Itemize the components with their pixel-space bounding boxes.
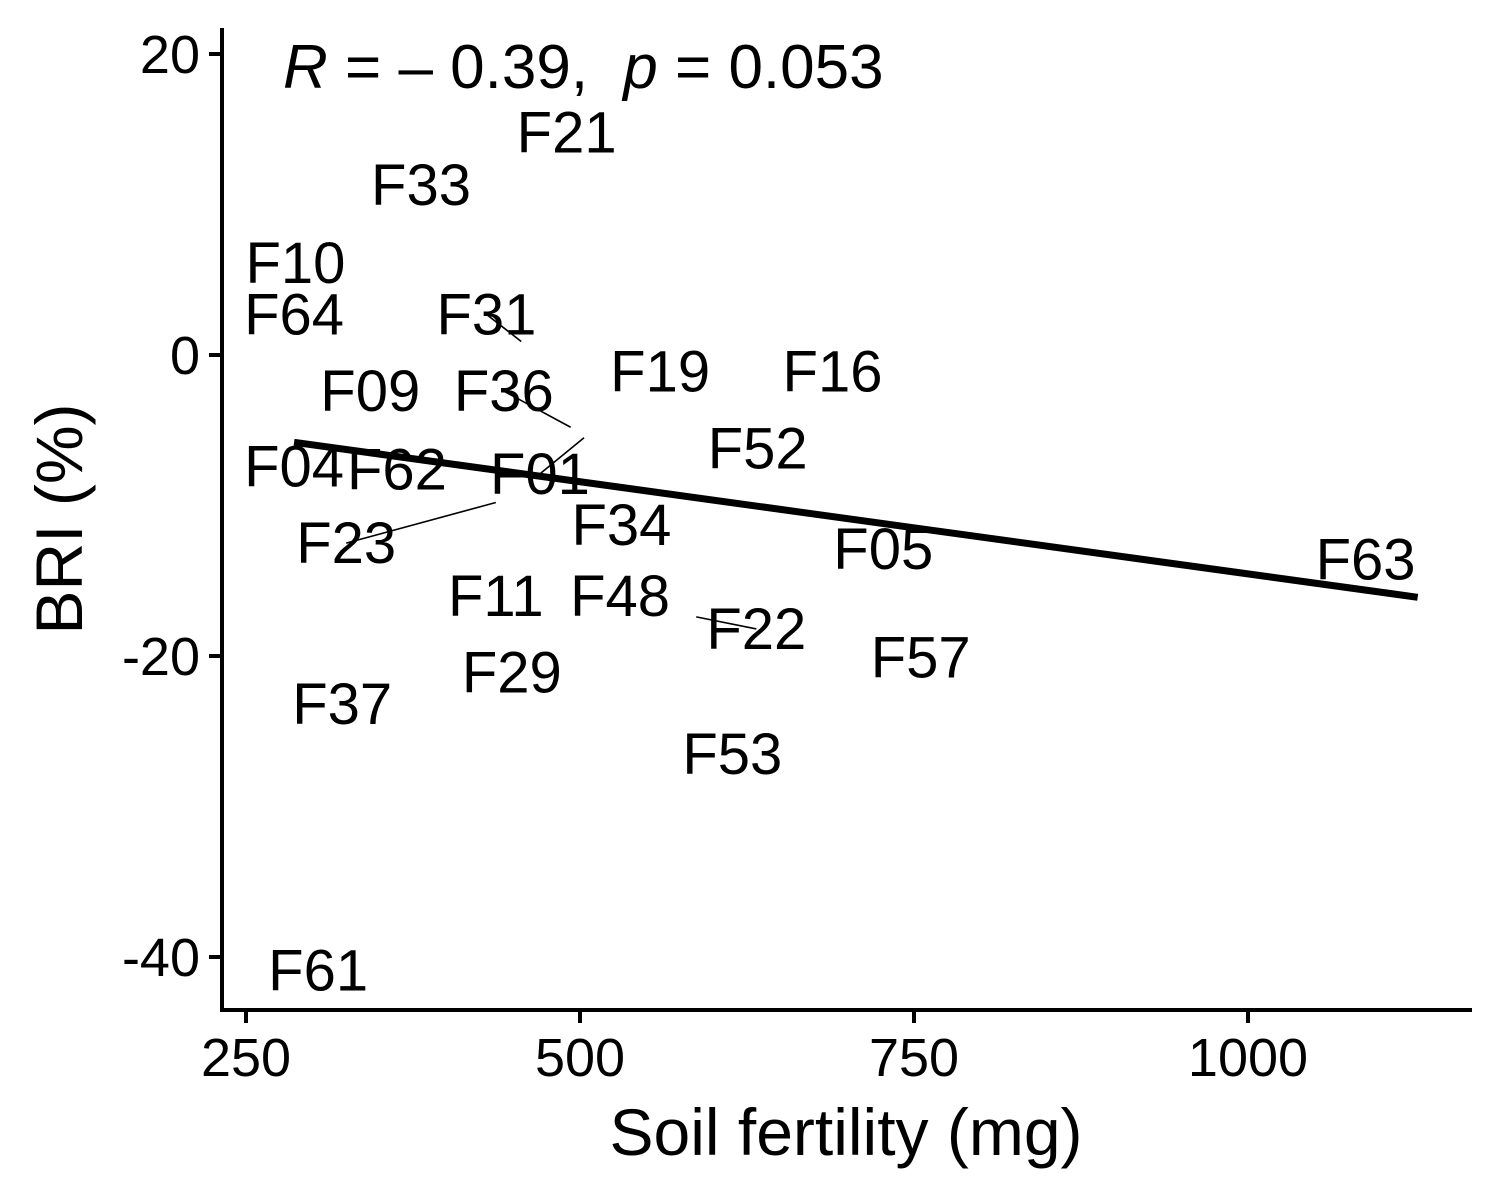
y-axis-ticks: 20 0 -20 -40 [122, 25, 222, 988]
leader-line [345, 501, 497, 544]
y-tick-label: -20 [122, 627, 200, 687]
y-tick-label: 20 [140, 25, 200, 85]
point-label: F22 [706, 597, 806, 662]
point-label: F37 [292, 672, 392, 737]
leader-line [503, 390, 572, 428]
r-symbol: R [283, 33, 328, 102]
x-axis-title: Soil fertility (mg) [609, 1095, 1082, 1169]
x-tick-label: 250 [201, 1028, 291, 1088]
correlation-annotation: R = – 0.39, p = 0.053 [283, 33, 884, 102]
point-label: F04 [244, 434, 344, 499]
point-label: F48 [570, 564, 670, 629]
point-label: F57 [871, 626, 971, 691]
point-label: F53 [682, 722, 782, 787]
x-tick-label: 1000 [1188, 1028, 1308, 1088]
point-label: F64 [244, 282, 344, 347]
leader-line [485, 313, 522, 343]
point-label: F10 [245, 231, 345, 296]
y-tick-label: -40 [122, 928, 200, 988]
point-label: F11 [448, 564, 544, 629]
r-value: = – 0.39, [345, 33, 588, 102]
x-tick-label: 500 [535, 1028, 625, 1088]
point-label: F36 [454, 359, 554, 424]
leader-line [539, 437, 585, 475]
point-label: F62 [347, 437, 447, 502]
x-axis-ticks: 250 500 750 1000 [201, 1010, 1308, 1088]
point-label: F05 [833, 517, 933, 582]
point-label: F52 [708, 416, 808, 481]
point-label: F63 [1316, 528, 1416, 593]
x-tick-label: 750 [869, 1028, 959, 1088]
point-label: F01 [490, 442, 590, 507]
p-value: = 0.053 [675, 33, 884, 102]
point-label: F21 [517, 100, 617, 165]
point-label: F23 [296, 511, 396, 576]
regression-line-group [293, 438, 1419, 601]
y-axis-title: BRI (%) [22, 404, 96, 635]
point-label: F34 [571, 493, 671, 558]
label-leader-lines [345, 313, 757, 630]
regression-line [293, 438, 1419, 601]
point-label: F19 [610, 340, 710, 405]
point-label: F29 [462, 641, 562, 706]
p-symbol: p [621, 33, 657, 102]
point-label: F33 [371, 153, 471, 218]
point-label: F16 [783, 340, 883, 405]
point-label: F61 [268, 939, 368, 1004]
y-tick-label: 0 [170, 326, 200, 386]
leader-line [696, 616, 757, 630]
axes: 250 500 750 1000 20 0 -20 -40 [122, 25, 1472, 1088]
point-label: F31 [437, 282, 537, 347]
point-label: F09 [320, 359, 420, 424]
